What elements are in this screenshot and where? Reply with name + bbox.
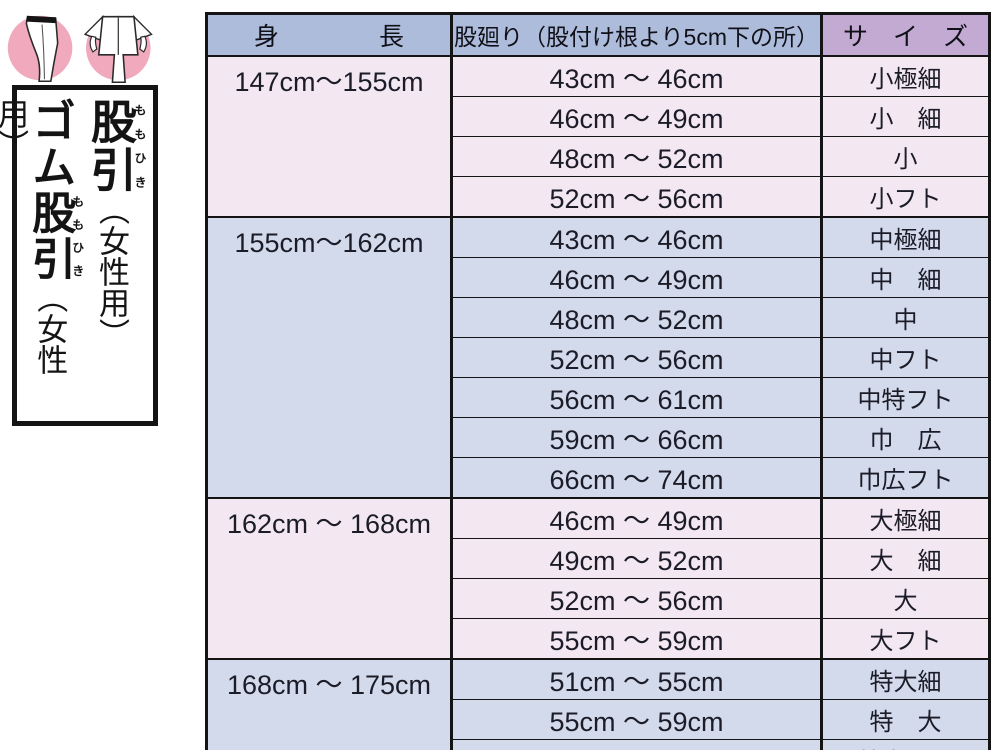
height-cell: 168cm ～ 175cm xyxy=(206,658,452,750)
waist-cell: 55cm ～ 59cm xyxy=(450,699,822,740)
waist-cell: 59cm ～ 66cm xyxy=(450,417,822,458)
waist-cell: 59cm ～ 63cm xyxy=(450,739,822,750)
table-row: 52cm ～ 56cm 中フト xyxy=(207,337,990,378)
product-title-panel: 股引ももひき（女性用） ゴム股引ももひき（女性用） xyxy=(0,85,158,426)
size-cell: 巾 広 xyxy=(820,417,990,458)
size-header: サ イ ズ xyxy=(820,13,990,57)
size-table: 身 長 股廻り（股付け根より5cm下の所） サ イ ズ 147cm～155cm … xyxy=(205,12,991,750)
waist-cell: 48cm ～ 52cm xyxy=(450,136,822,177)
garment-illustrations xyxy=(7,14,153,84)
header-row: 身 長 股廻り（股付け根より5cm下の所） サ イ ズ xyxy=(206,13,990,57)
table-row: 55cm ～ 59cm 特 大 xyxy=(207,699,990,740)
furigana: ももひき xyxy=(70,190,85,282)
furigana: ももひき xyxy=(133,98,147,194)
table-row: 168cm ～ 175cm 51cm ～ 55cm 特大細 xyxy=(206,658,990,750)
table-row: 49cm ～ 52cm 大 細 xyxy=(207,538,990,579)
waist-cell: 52cm ～ 56cm xyxy=(450,337,822,378)
product-title-momohiki: 股引ももひき（女性用） xyxy=(85,98,147,417)
product-note: （女性用） xyxy=(94,194,129,349)
size-cell: 小フト xyxy=(820,176,990,218)
waist-cell: 43cm ～ 46cm xyxy=(450,55,822,97)
momohiki-back-icon xyxy=(83,14,153,84)
size-cell: 中極細 xyxy=(820,216,990,258)
size-cell: 大 細 xyxy=(820,538,990,579)
size-cell: 中特フト xyxy=(820,377,990,418)
product-title-gomu-momohiki: ゴム股引ももひき（女性用） xyxy=(0,98,85,417)
waist-header: 股廻り（股付け根より5cm下の所） xyxy=(450,13,822,57)
height-cell: 147cm～155cm xyxy=(206,55,452,218)
waist-cell: 52cm ～ 56cm xyxy=(450,176,822,218)
table-row: 46cm ～ 49cm 中 細 xyxy=(207,257,990,298)
table-row: 52cm ～ 56cm 小フト xyxy=(207,176,990,218)
product-name: 股引ももひき xyxy=(85,98,147,194)
size-cell: 中 xyxy=(820,297,990,338)
table-row: 52cm ～ 56cm 大 xyxy=(207,578,990,619)
table-row: 155cm～162cm 43cm ～ 46cm 中極細 xyxy=(206,216,990,499)
size-cell: 小 xyxy=(820,136,990,177)
waist-cell: 46cm ～ 49cm xyxy=(450,257,822,298)
size-cell: 大フト xyxy=(820,618,990,660)
product-note: （女性用） xyxy=(0,98,68,375)
size-cell: 特大細 xyxy=(820,658,990,700)
table-row: 55cm ～ 59cm 大フト xyxy=(207,618,990,660)
height-cell: 155cm～162cm xyxy=(206,216,452,499)
table-row: 162cm ～ 168cm 46cm ～ 49cm 大極細 xyxy=(206,497,990,660)
size-cell: 中 細 xyxy=(820,257,990,298)
table-row: 66cm ～ 74cm 巾広フト xyxy=(207,457,990,499)
waist-cell: 55cm ～ 59cm xyxy=(450,618,822,660)
height-cell: 162cm ～ 168cm xyxy=(206,497,452,660)
size-cell: 大 xyxy=(820,578,990,619)
size-cell: 特 大 xyxy=(820,699,990,740)
waist-cell: 43cm ～ 46cm xyxy=(450,216,822,258)
size-cell: 中フト xyxy=(820,337,990,378)
waist-cell: 49cm ～ 52cm xyxy=(450,538,822,579)
height-header: 身 長 xyxy=(206,13,452,57)
waist-cell: 48cm ～ 52cm xyxy=(450,297,822,338)
size-cell: 小極細 xyxy=(820,55,990,97)
table-row: 46cm ～ 49cm 小 細 xyxy=(207,96,990,137)
size-cell: 特大フト xyxy=(820,739,990,750)
momohiki-side-icon xyxy=(7,15,73,83)
table-row: 147cm～155cm 43cm ～ 46cm 小極細 xyxy=(206,55,990,218)
table-row: 56cm ～ 61cm 中特フト xyxy=(207,377,990,418)
table-row: 48cm ～ 52cm 小 xyxy=(207,136,990,177)
table-row: 48cm ～ 52cm 中 xyxy=(207,297,990,338)
size-cell: 大極細 xyxy=(820,497,990,539)
waist-cell: 51cm ～ 55cm xyxy=(450,658,822,700)
size-cell: 巾広フト xyxy=(820,457,990,499)
table-row: 59cm ～ 66cm 巾 広 xyxy=(207,417,990,458)
waist-cell: 52cm ～ 56cm xyxy=(450,578,822,619)
product-name: ゴム股引ももひき xyxy=(25,98,85,282)
waist-cell: 46cm ～ 49cm xyxy=(450,96,822,137)
waist-cell: 56cm ～ 61cm xyxy=(450,377,822,418)
size-cell: 小 細 xyxy=(820,96,990,137)
waist-cell: 46cm ～ 49cm xyxy=(450,497,822,539)
waist-cell: 66cm ～ 74cm xyxy=(450,457,822,499)
